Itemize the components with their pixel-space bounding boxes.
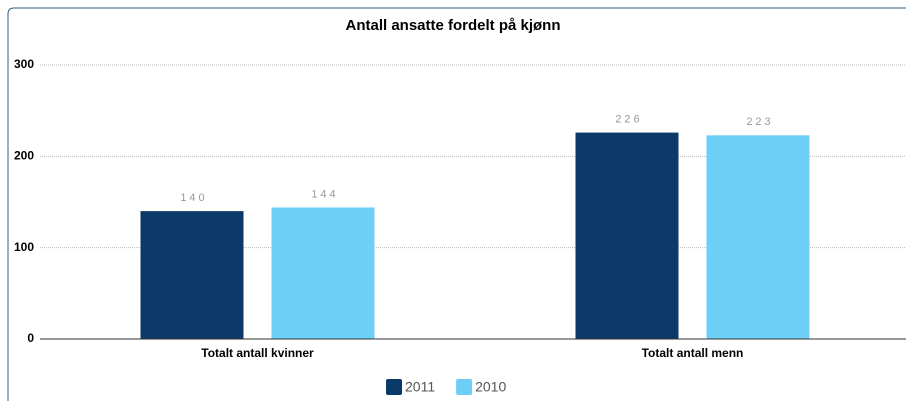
legend-swatch	[386, 379, 402, 395]
bar	[140, 211, 244, 339]
chart-title: Antall ansatte fordelt på kjønn	[345, 17, 560, 34]
y-tick-label: 100	[14, 240, 34, 254]
frame	[7, 7, 906, 401]
y-tick-label: 200	[14, 149, 34, 163]
legend-label: 2011	[405, 379, 435, 395]
legend-label: 2010	[475, 379, 506, 395]
bar	[575, 132, 679, 339]
x-tick-label: Totalt antall menn	[642, 346, 744, 360]
y-tick-label: 0	[27, 331, 34, 345]
x-tick-label: Totalt antall kvinner	[201, 346, 314, 360]
data-label: 144	[311, 188, 338, 200]
data-label: 226	[615, 113, 642, 125]
y-tick-label: 300	[14, 57, 34, 71]
data-label: 140	[180, 192, 207, 204]
bar	[706, 135, 810, 339]
bar	[271, 207, 375, 339]
data-label: 223	[746, 116, 773, 128]
legend-swatch	[456, 379, 473, 395]
